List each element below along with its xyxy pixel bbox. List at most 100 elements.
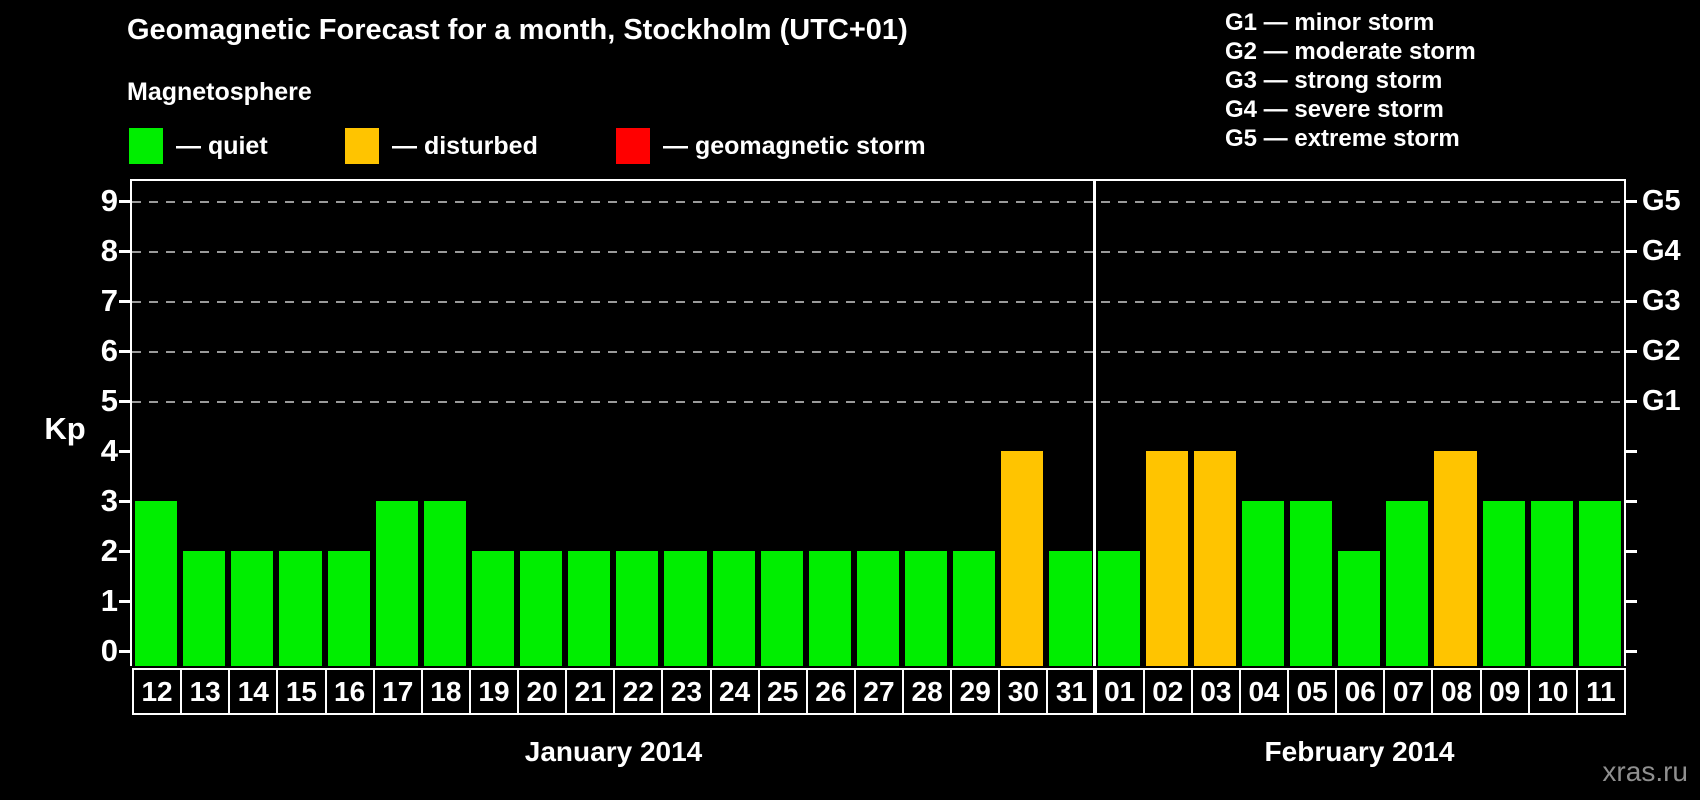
day-label-box-jan-30: 30 — [998, 668, 1049, 715]
kp-bar-jan-30 — [1001, 451, 1044, 666]
y-tick-left-1 — [119, 600, 131, 603]
kp-bar-jan-19 — [471, 551, 515, 666]
y-tick-label-2: 2 — [100, 533, 118, 568]
gridline-kp-7 — [132, 301, 1624, 303]
day-label-box-jan-27: 27 — [853, 668, 905, 715]
g-axis-label-g3: G3 — [1642, 285, 1681, 317]
y-tick-label-3: 3 — [100, 483, 118, 518]
y-tick-left-9 — [119, 200, 131, 203]
kp-bar-jan-18 — [423, 501, 466, 666]
y-tick-right-8 — [1625, 250, 1637, 253]
kp-bar-jan-23 — [664, 551, 707, 666]
gridline-kp-9 — [132, 201, 1624, 203]
kp-bar-feb-04 — [1241, 501, 1285, 666]
g-axis-label-g5: G5 — [1642, 185, 1681, 217]
day-label-box-feb-03: 03 — [1190, 668, 1241, 715]
y-tick-right-3 — [1625, 500, 1637, 503]
plot-area — [130, 179, 1626, 666]
kp-bar-jan-29 — [953, 551, 996, 666]
day-label-box-jan-14: 14 — [228, 668, 279, 715]
kp-bar-feb-03 — [1193, 451, 1236, 666]
y-tick-label-7: 7 — [100, 283, 118, 318]
day-label-box-feb-05: 05 — [1287, 668, 1338, 715]
y-tick-left-6 — [119, 350, 131, 353]
y-tick-label-1: 1 — [100, 583, 118, 618]
y-tick-right-1 — [1625, 600, 1637, 603]
magnetosphere-legend-heading: Magnetosphere — [127, 78, 312, 106]
day-label-box-jan-24: 24 — [709, 668, 760, 715]
month-separator-line — [1092, 181, 1096, 666]
y-tick-label-6: 6 — [100, 333, 118, 368]
gridline-kp-8 — [132, 251, 1624, 253]
day-label-box-feb-04: 04 — [1238, 668, 1290, 715]
kp-bar-jan-14 — [231, 551, 274, 666]
kp-bar-feb-07 — [1386, 501, 1429, 666]
y-tick-left-5 — [119, 400, 131, 403]
y-tick-left-8 — [119, 250, 131, 253]
g-legend-line-g4: G4 — severe storm — [1225, 96, 1444, 123]
day-label-box-feb-01: 01 — [1094, 668, 1145, 715]
kp-bar-feb-11 — [1578, 501, 1621, 666]
y-tick-right-5 — [1625, 400, 1637, 403]
g-legend-line-g1: G1 — minor storm — [1225, 9, 1435, 36]
kp-bar-feb-08 — [1434, 451, 1477, 666]
day-label-box-feb-09: 09 — [1479, 668, 1530, 715]
y-tick-right-7 — [1625, 300, 1637, 303]
legend-item-storm: — geomagnetic storm — [616, 127, 926, 165]
kp-axis-label: Kp — [44, 411, 86, 446]
kp-bar-jan-21 — [568, 551, 611, 666]
day-label-box-jan-26: 26 — [805, 668, 856, 715]
legend-item-label: — disturbed — [392, 131, 538, 160]
g-scale-legend: G1 — minor storm G2 — moderate storm G3 — … — [1225, 8, 1476, 153]
kp-bar-jan-17 — [375, 501, 418, 666]
kp-bar-jan-12 — [135, 501, 178, 666]
g-axis-label-g2: G2 — [1642, 335, 1681, 367]
gridline-kp-5 — [132, 401, 1624, 403]
kp-bar-jan-15 — [279, 551, 322, 666]
kp-bar-feb-05 — [1290, 501, 1333, 666]
legend-item-disturbed: — disturbed — [345, 127, 538, 165]
disturbed-color-swatch — [345, 128, 379, 164]
legend-item-label: — quiet — [176, 131, 268, 160]
kp-bar-feb-09 — [1482, 501, 1525, 666]
day-label-box-jan-25: 25 — [757, 668, 808, 715]
kp-bar-jan-26 — [808, 551, 851, 666]
day-label-box-jan-31: 31 — [1046, 668, 1097, 715]
y-tick-label-9: 9 — [100, 183, 118, 218]
kp-bar-feb-01 — [1097, 551, 1140, 666]
y-tick-label-4: 4 — [100, 433, 118, 468]
day-label-box-jan-15: 15 — [276, 668, 327, 715]
day-label-box-jan-12: 12 — [132, 668, 183, 715]
month-caption-january: January 2014 — [524, 736, 703, 767]
day-label-box-feb-08: 08 — [1431, 668, 1482, 715]
kp-bar-jan-16 — [327, 551, 370, 666]
day-label-box-jan-23: 23 — [661, 668, 712, 715]
y-tick-right-6 — [1625, 350, 1637, 353]
kp-bar-feb-06 — [1338, 551, 1381, 666]
day-label-box-jan-20: 20 — [517, 668, 568, 715]
y-tick-label-5: 5 — [100, 383, 118, 418]
day-label-box-feb-11: 11 — [1575, 668, 1626, 715]
quiet-color-swatch — [129, 128, 163, 164]
y-tick-right-0 — [1625, 650, 1637, 653]
kp-bar-jan-22 — [616, 551, 659, 666]
kp-bar-feb-10 — [1530, 501, 1573, 666]
y-tick-left-7 — [119, 300, 131, 303]
kp-bar-jan-20 — [520, 551, 563, 666]
kp-bar-feb-02 — [1145, 451, 1188, 666]
chart-title: Geomagnetic Forecast for a month, Stockh… — [127, 14, 908, 46]
y-tick-left-3 — [119, 500, 131, 503]
day-label-box-jan-16: 16 — [324, 668, 375, 715]
day-label-box-jan-18: 18 — [420, 668, 471, 715]
kp-bar-jan-31 — [1049, 551, 1092, 666]
month-caption-february: February 2014 — [1264, 736, 1455, 767]
day-label-box-feb-06: 06 — [1335, 668, 1386, 715]
day-label-box-feb-07: 07 — [1383, 668, 1434, 715]
day-label-box-jan-28: 28 — [902, 668, 953, 715]
storm-color-swatch — [616, 128, 650, 164]
day-label-box-jan-21: 21 — [565, 668, 616, 715]
g-legend-line-g5: G5 — extreme storm — [1225, 125, 1460, 152]
y-tick-left-4 — [119, 450, 131, 453]
g-legend-line-g2: G2 — moderate storm — [1225, 38, 1476, 65]
